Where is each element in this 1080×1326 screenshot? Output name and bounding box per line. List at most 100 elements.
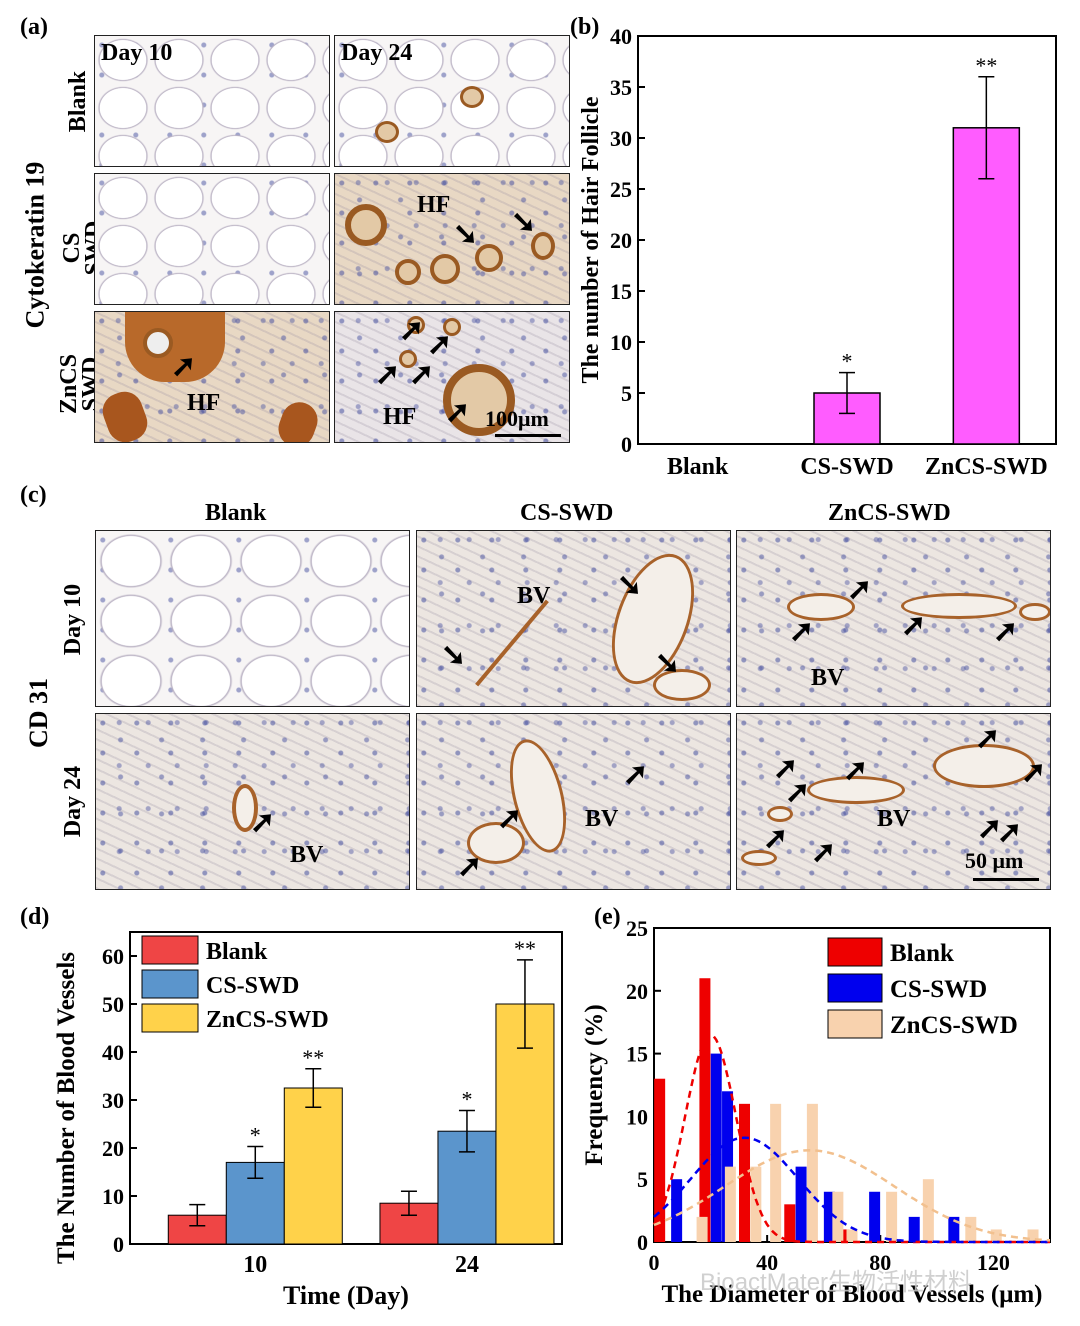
bv-label: BV <box>877 806 911 832</box>
bv-label: BV <box>585 806 619 832</box>
legend-swatch <box>141 935 199 965</box>
row-label-blank: Blank <box>65 70 92 133</box>
col-label-blank: Blank <box>205 500 267 526</box>
bar-zncs-swd <box>283 1087 343 1245</box>
arrow-icon: ➚ <box>623 758 649 791</box>
histogram-bar-cs-swd <box>710 1053 722 1242</box>
hf-label: HF <box>187 390 221 416</box>
histogram-bar-blank <box>654 1078 666 1242</box>
x-tick-label: CS-SWD <box>800 454 893 480</box>
bv-label: BV <box>517 583 551 609</box>
hair-follicle-mark <box>460 86 484 108</box>
stained-tissue <box>125 312 225 382</box>
panel-c-label: (c) <box>20 482 47 508</box>
arrow-icon: ➚ <box>457 850 483 883</box>
arrow-icon: ➚ <box>1021 756 1047 789</box>
arrow-icon: ➚ <box>789 615 815 648</box>
histogram-bar-cs-swd <box>823 1191 835 1242</box>
blood-vessel-mark <box>767 806 793 822</box>
arrow-icon: ➚ <box>250 806 276 839</box>
legend-swatch <box>827 1009 883 1039</box>
histogram-bar-blank <box>838 1229 850 1242</box>
fit-curve-cs-swd <box>653 1136 1050 1244</box>
scale-bar <box>973 878 1039 881</box>
micrograph-c-cs-day10: BV ➘ ➘ ➘ <box>416 530 731 707</box>
row-label-day24: Day 24 <box>60 765 87 838</box>
y-tick-label: 25 <box>610 177 632 202</box>
histogram-bar-zncs-swd <box>922 1179 934 1242</box>
histogram-bar-blank <box>784 1204 796 1242</box>
col-label-zncs-swd: ZnCS-SWD <box>828 500 951 526</box>
blood-vessel-mark <box>901 593 1017 619</box>
y-tick-label: 0 <box>637 1230 648 1255</box>
arrow-icon: ➘ <box>655 647 681 680</box>
y-tick-label: 20 <box>102 1136 124 1161</box>
arrow-icon: ➘ <box>511 206 537 239</box>
blood-vessel-mark <box>933 744 1035 788</box>
legend-swatch <box>827 973 883 1003</box>
y-axis-title: The Number of Blood Vessels <box>53 952 80 1264</box>
blood-vessel-mark <box>787 593 855 621</box>
legend-label: ZnCS-SWD <box>206 1007 329 1033</box>
micrograph-c-blank-day24: ➚ BV <box>95 713 410 890</box>
scale-bar-label: 50 μm <box>965 848 1024 873</box>
micrograph-a-zncs-day24: ➚ ➚ ➚ ➚ ➚ HF 100μm <box>334 311 570 443</box>
x-tick-label: 40 <box>756 1250 778 1275</box>
y-tick-label: 20 <box>626 979 648 1004</box>
legend-label: CS-SWD <box>890 976 987 1003</box>
arrow-icon: ➘ <box>441 639 467 672</box>
significance-mark: ** <box>975 53 997 78</box>
chart-e: 0 5 10 15 20 25 0 40 80 120 Blank CS-SWD ZnCS-SWD The… <box>581 916 1051 1308</box>
y-tick-label: 15 <box>610 279 632 304</box>
hair-follicle-mark <box>443 318 461 336</box>
panel-e-label: (e) <box>594 904 621 930</box>
y-tick-label: 10 <box>102 1184 124 1209</box>
plot-frame <box>129 931 563 1245</box>
x-tick-label: 120 <box>977 1250 1010 1275</box>
micrograph-a-cs-day10 <box>94 173 330 305</box>
micrograph-a-blank-day24: Day 24 <box>334 35 570 167</box>
micrograph-c-zncs-day24: BV ➚ ➚ ➚ ➚ ➚ ➚ ➚ ➚ ➚ 50 μm <box>736 713 1051 890</box>
histogram-bar-zncs-swd <box>750 1166 762 1242</box>
hair-follicle-mark <box>399 350 417 368</box>
arrow-icon: ➚ <box>171 350 197 383</box>
histogram-bar-cs-swd <box>795 1166 807 1242</box>
scale-bar-label: 100μm <box>485 406 549 431</box>
legend-swatch <box>827 937 883 967</box>
arrow-icon: ➘ <box>453 218 479 251</box>
y-tick-label: 10 <box>610 330 632 355</box>
significance-mark: * <box>461 1087 472 1112</box>
y-tick-label: 60 <box>102 944 124 969</box>
arrow-icon: ➚ <box>901 609 927 642</box>
histogram-bar-zncs-swd <box>990 1229 1002 1242</box>
hair-follicle-mark <box>531 232 555 260</box>
scale-bar <box>495 434 561 437</box>
col-label-day10: Day 10 <box>101 40 173 66</box>
blood-vessel-mark <box>467 822 525 864</box>
arrow-icon: ➚ <box>843 754 869 787</box>
y-tick-label: 5 <box>637 1167 648 1192</box>
histogram-bar-cs-swd <box>948 1216 960 1242</box>
hair-follicle-mark <box>475 244 503 272</box>
fit-curve-blank <box>652 1033 1050 1244</box>
y-tick-label: 15 <box>626 1042 648 1067</box>
hair-follicle-mark <box>395 259 421 285</box>
hair-follicle-mark <box>143 328 173 358</box>
x-tick-label: 24 <box>455 1252 479 1278</box>
histogram-bar-cs-swd <box>869 1191 881 1242</box>
arrow-icon: ➚ <box>763 822 789 855</box>
hair-follicle-mark <box>443 364 515 436</box>
significance-mark: * <box>842 349 853 374</box>
arrow-icon: ➚ <box>399 314 425 347</box>
stain-label-cd31: CD 31 <box>24 677 54 749</box>
y-tick-label: 0 <box>621 432 632 457</box>
bv-label: BV <box>290 842 324 868</box>
blood-vessel-mark <box>1019 603 1050 621</box>
histogram-bar-zncs-swd <box>696 1216 708 1242</box>
stained-tissue <box>97 386 153 442</box>
hair-follicle-mark <box>375 121 399 143</box>
arrow-icon: ➚ <box>375 358 401 391</box>
hair-follicle-mark <box>430 254 460 284</box>
hair-follicle-mark <box>345 204 387 246</box>
blood-vessel-mark <box>232 784 258 832</box>
